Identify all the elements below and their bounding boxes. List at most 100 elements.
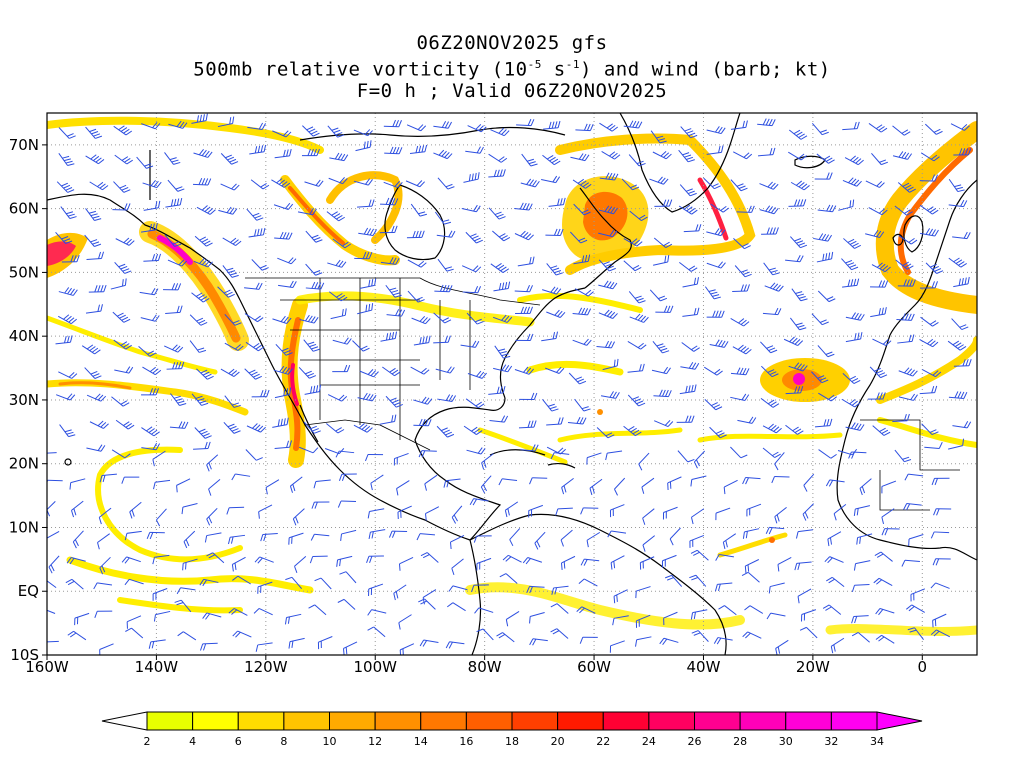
wind-barb [706,126,726,135]
wind-barb [272,417,289,428]
wind-barb [652,150,672,160]
wind-barb [379,414,397,425]
wind-barb [327,259,347,268]
wind-barb [165,305,183,314]
wind-barb [662,506,678,520]
wind-barb [148,639,166,649]
colorbar-swatch-15 [830,711,878,731]
coastline-north-america-west [239,299,471,541]
wind-barb [741,571,760,583]
wind-barb [948,257,967,268]
wind-barb [352,340,370,352]
wind-barb [520,178,540,188]
wind-barb [406,124,427,132]
wind-barb [354,251,373,260]
wind-barb [86,444,106,452]
vorticity-band-northwest-africa [876,336,977,404]
wind-barb [690,549,709,561]
wind-barb [734,265,752,278]
wind-barb [690,609,708,620]
wind-barb [142,366,162,376]
wind-barb [311,501,330,509]
colorbar-label-4: 10 [323,735,337,748]
wind-barb [367,508,385,519]
title-line-1: 06Z20NOV2025 gfs [416,32,608,54]
wind-barb [704,286,721,300]
wind-barb [115,237,135,246]
wind-barb [627,363,645,373]
wind-barb [925,262,944,274]
wind-barb [424,474,438,491]
wind-barb [572,178,592,189]
lon-tick-label-4: 80W [468,658,502,676]
wind-barb [679,184,697,197]
wind-barb [366,555,384,564]
wind-barb [112,203,131,211]
colorbar-label-13: 28 [733,735,747,748]
wind-barb [436,230,456,238]
wind-barb [492,314,513,323]
wind-barb [359,278,377,289]
vorticity-swirl-labrador-core [583,191,628,241]
wind-barb [407,259,427,268]
wind-barb [153,479,171,490]
wind-barb [465,231,483,244]
wind-barb [208,478,221,496]
wind-barb [838,199,855,211]
wind-barb [437,394,457,402]
wind-barb [93,582,113,590]
wind-barb [528,504,544,518]
wind-barb [368,529,386,540]
wind-barb [572,338,592,346]
wind-barb [465,146,484,154]
vorticity-loop-tropical-pacific [95,446,243,563]
wind-barb [598,280,618,290]
wind-barb [919,204,939,215]
wind-barb [788,129,808,140]
wind-barb [894,449,912,463]
wind-barb [146,531,165,540]
wind-barb [245,449,263,461]
wind-barb [114,261,132,274]
wind-barb [113,339,132,350]
colorbar-swatch-11 [648,711,695,731]
vorticity-spot-atlantic [769,537,775,543]
wind-barb [865,229,885,238]
wind-barb [357,199,375,208]
wind-barb [99,556,111,575]
wind-barb [488,169,506,178]
wind-barb [642,508,655,525]
wind-barb [628,154,646,167]
lon-tick-label-1: 140W [135,658,179,676]
wind-barb [718,605,737,616]
wind-barb [303,421,321,434]
wind-barb [811,313,829,326]
wind-barb [163,283,182,291]
lon-tick-label-8: 0 [918,658,928,676]
wind-barb [598,309,618,319]
colorbar-swatch-6 [420,711,467,731]
wind-barb [168,120,188,129]
wind-barb [953,276,970,288]
wind-barb [488,385,506,395]
wind-barb [730,317,750,327]
wind-barb [410,366,430,375]
wind-barb [284,613,302,625]
wind-barb [897,334,915,344]
wind-barb [326,211,345,222]
wind-barb [757,118,776,127]
wind-barb [706,228,726,237]
wind-barb [920,281,938,289]
wind-barb [204,532,222,543]
wind-barb [411,315,431,325]
coastline-britain [903,215,924,253]
wind-barb [679,261,698,272]
wind-barb [529,611,545,624]
wind-barb [737,416,757,424]
wind-barb [55,335,73,345]
wind-barb [881,480,897,494]
wind-barb [498,478,518,486]
wind-barb [152,588,168,601]
wind-barb [474,607,494,614]
wind-barb [327,394,348,402]
